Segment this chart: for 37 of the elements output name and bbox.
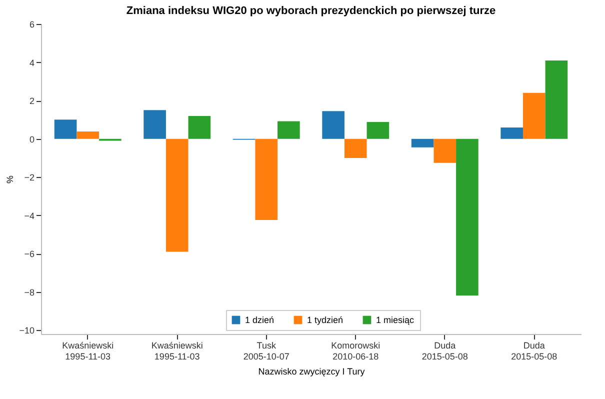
bar — [366, 122, 390, 139]
x-tick-label: Kwaśniewski 1995-11-03 — [151, 340, 203, 362]
bar — [545, 60, 568, 139]
bar — [255, 138, 278, 220]
legend-label: 1 dzień — [245, 315, 274, 325]
y-tick-label: 4 — [29, 58, 34, 68]
x-tick-label: Kwaśniewski 1995-11-03 — [62, 340, 114, 362]
legend-label: 1 tydzień — [307, 315, 344, 325]
bar — [144, 110, 166, 139]
y-tick-label: 6 — [29, 20, 34, 30]
chart-title: Zmiana indeksu WIG20 po wyborach prezydenckich po pierwszej turze — [126, 5, 496, 17]
bar — [322, 111, 344, 139]
x-tick-label: Tusk 2005-10-07 — [243, 340, 290, 362]
x-tick-label: Duda 2015-05-08 — [511, 340, 558, 362]
bar — [522, 92, 546, 139]
x-tick-label: Duda 2015-05-08 — [422, 340, 468, 362]
bar — [188, 116, 211, 139]
y-tick-label: −4 — [24, 210, 34, 221]
bar — [411, 138, 434, 148]
bar — [166, 138, 188, 252]
y-tick-label: −2 — [24, 172, 34, 183]
y-axis-title: % — [5, 175, 16, 184]
y-tick-label: 0 — [29, 134, 34, 144]
x-axis-title: Nazwisko zwycięzcy I Tury — [258, 366, 366, 376]
y-tick-label: 2 — [29, 96, 34, 106]
bar — [500, 128, 523, 139]
bar — [76, 132, 100, 139]
x-tick-label: Komorowski 2010-06-18 — [331, 340, 380, 362]
bar — [434, 138, 456, 163]
legend-label: 1 miesiąc — [376, 315, 415, 325]
bar — [456, 138, 478, 296]
bar — [344, 138, 367, 158]
bar — [278, 121, 300, 139]
bar — [54, 120, 77, 139]
y-tick-label: −10 — [19, 326, 34, 336]
y-tick-label: −6 — [24, 249, 34, 260]
y-tick-label: −8 — [24, 287, 34, 298]
